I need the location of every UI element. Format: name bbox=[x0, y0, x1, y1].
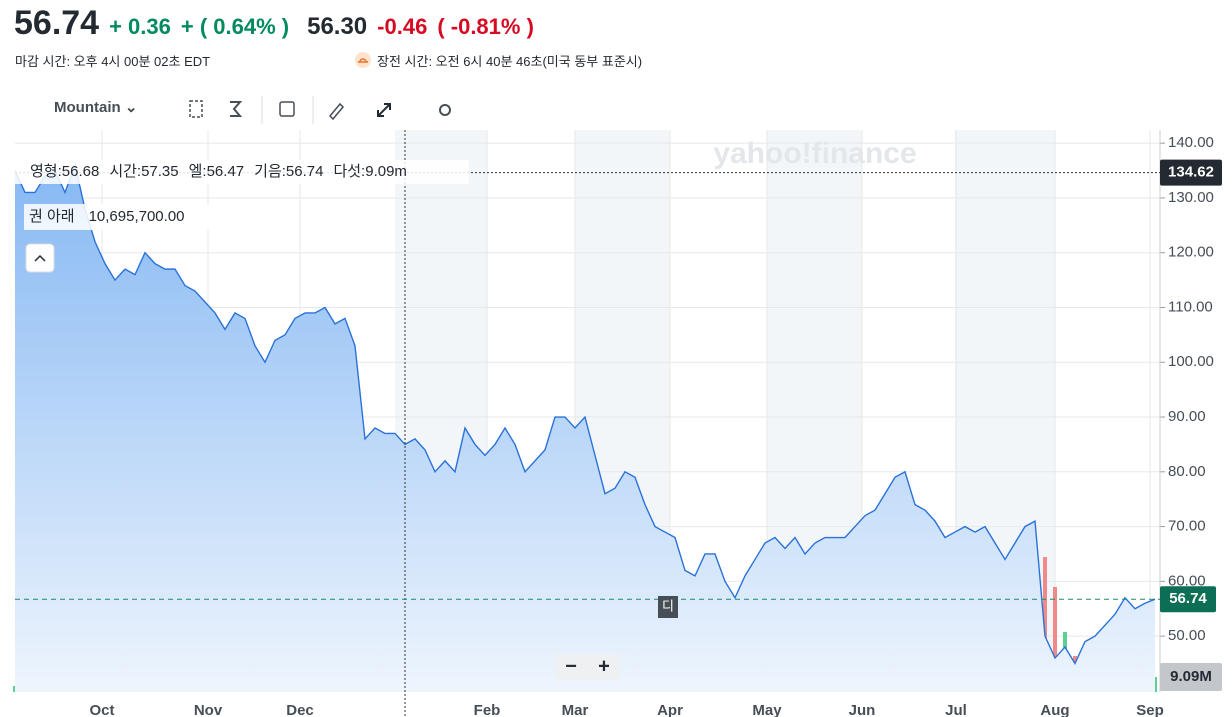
x-tick-label: Feb bbox=[474, 702, 501, 717]
compare-icon[interactable] bbox=[189, 100, 203, 118]
volume-bar bbox=[1043, 557, 1047, 692]
price-line bbox=[14, 162, 1156, 666]
y-tick-label: 130.00 bbox=[1168, 189, 1214, 206]
y-tick-label: 60.00 bbox=[1168, 572, 1206, 589]
marker-badge bbox=[658, 596, 678, 618]
expand-icon[interactable] bbox=[377, 103, 391, 117]
toolbar-icons bbox=[189, 96, 451, 124]
y-tick-label: 70.00 bbox=[1168, 518, 1206, 535]
pre-change-pct: ( -0.81% ) bbox=[437, 14, 534, 39]
volume-last-label: 9.09M bbox=[1170, 668, 1212, 685]
crosshair-label: 134.62 bbox=[1168, 164, 1214, 181]
sun-icon bbox=[355, 52, 371, 68]
x-tick-label: May bbox=[752, 702, 782, 717]
close-time: 마감 시간: 오후 4시 00분 02초 EDT bbox=[15, 54, 211, 69]
legend-item: 기음:56.74 bbox=[254, 163, 323, 180]
y-tick-label: 140.00 bbox=[1168, 134, 1214, 151]
volume-legend-label: 권 아래 bbox=[29, 208, 75, 225]
zoom-in[interactable]: + bbox=[598, 655, 610, 677]
y-tick-label: 80.00 bbox=[1168, 463, 1206, 480]
price-area bbox=[15, 165, 1155, 693]
y-tick-label: 120.00 bbox=[1168, 244, 1214, 261]
x-tick-label: Oct bbox=[89, 702, 114, 717]
legend-item: 다섯:9.09m bbox=[333, 163, 406, 180]
change-pct: + ( 0.64% ) bbox=[180, 14, 290, 39]
x-tick-label: Jun bbox=[849, 702, 876, 717]
volume-badge bbox=[1160, 663, 1222, 691]
collapse-button[interactable] bbox=[25, 243, 55, 273]
chart-type-select[interactable]: Mountain ⌄ bbox=[54, 99, 138, 116]
date-icon[interactable] bbox=[279, 101, 295, 117]
x-tick-label: Apr bbox=[657, 702, 683, 717]
change: + 0.36 bbox=[109, 14, 171, 39]
last-badge bbox=[1160, 586, 1216, 613]
legend-bg bbox=[14, 160, 469, 184]
quote-header: 56.74 + 0.36 + ( 0.64% ) 56.30 -0.46 ( -… bbox=[14, 4, 534, 43]
y-tick-label: 100.00 bbox=[1168, 353, 1214, 370]
last-label: 56.74 bbox=[1169, 590, 1207, 607]
y-tick-label: 110.00 bbox=[1168, 298, 1213, 315]
pre-change: -0.46 bbox=[377, 14, 428, 39]
pre-price: 56.30 bbox=[307, 13, 368, 40]
pre-time: 장전 시간: 오전 6시 40분 46초(미국 동부 표준시) bbox=[377, 54, 643, 69]
collapse-icon bbox=[34, 254, 46, 262]
y-tick-label: 90.00 bbox=[1168, 408, 1206, 425]
chart-type[interactable]: Mountain bbox=[54, 99, 121, 116]
crosshair-badge bbox=[1160, 159, 1222, 186]
x-tick-label: Aug bbox=[1040, 702, 1069, 717]
legend-item: 엘:56.47 bbox=[189, 163, 245, 180]
watermark: yahoo!finance bbox=[713, 137, 916, 170]
x-tick-label: Jul bbox=[945, 702, 967, 717]
volume-bar bbox=[1053, 587, 1057, 692]
marker-label: 디 bbox=[662, 598, 674, 613]
x-tick-label: Dec bbox=[286, 702, 314, 717]
zoom-out[interactable]: − bbox=[565, 655, 577, 677]
legend-item: 시간:57.35 bbox=[109, 163, 178, 180]
zoom-bg bbox=[556, 654, 620, 680]
x-tick-label: Mar bbox=[562, 702, 589, 717]
volume-legend-value: 10,695,700.00 bbox=[89, 208, 185, 225]
y-tick-label: 50.00 bbox=[1168, 627, 1206, 644]
legend-item: 영형:56.68 bbox=[30, 163, 99, 180]
x-tick-label: Nov bbox=[194, 702, 223, 717]
x-tick-label: Sep bbox=[1136, 702, 1164, 717]
settings-icon[interactable] bbox=[439, 104, 451, 116]
volume-legend-bg bbox=[24, 204, 212, 230]
price: 56.74 bbox=[14, 4, 100, 42]
indicators-icon[interactable] bbox=[230, 101, 243, 117]
draw-icon[interactable] bbox=[328, 102, 345, 121]
